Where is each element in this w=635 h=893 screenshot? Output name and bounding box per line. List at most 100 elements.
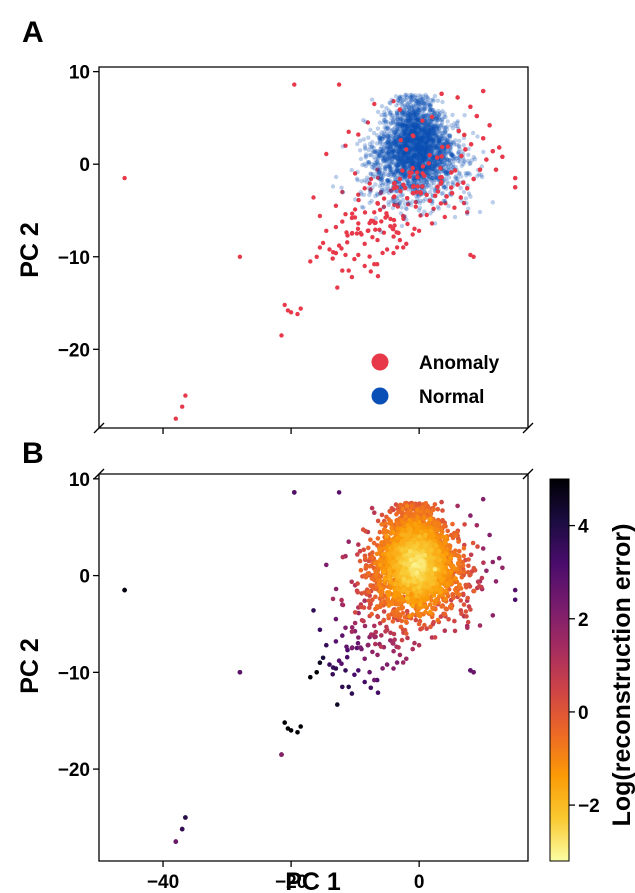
error-point	[390, 529, 396, 535]
normal-point	[434, 131, 439, 136]
normal-point	[392, 153, 397, 158]
normal-point	[431, 131, 437, 136]
error-point	[410, 603, 416, 609]
anomaly-point	[411, 183, 416, 189]
anomaly-point	[279, 333, 284, 338]
error-point	[373, 641, 378, 647]
anomaly-point	[410, 165, 415, 171]
error-point	[480, 546, 486, 551]
anomaly-point	[392, 202, 397, 207]
normal-point	[361, 137, 366, 142]
error-point	[417, 602, 423, 607]
normal-point	[418, 139, 423, 145]
normal-point	[428, 148, 433, 153]
normal-point	[464, 201, 469, 206]
normal-point	[399, 143, 404, 148]
normal-point	[407, 105, 412, 110]
error-point	[456, 553, 462, 559]
anomaly-point	[308, 259, 313, 264]
normal-point	[416, 145, 421, 151]
normal-point	[385, 126, 390, 131]
normal-point	[457, 170, 462, 176]
normal-point	[381, 145, 387, 150]
error-point	[410, 595, 415, 601]
normal-point	[393, 129, 399, 134]
error-point	[496, 555, 502, 561]
anomaly-point	[354, 231, 360, 236]
normal-point	[437, 141, 442, 146]
error-point	[441, 523, 447, 529]
anomaly-point	[484, 157, 489, 162]
anomaly-point	[398, 138, 403, 143]
normal-point	[420, 159, 426, 164]
error-point	[391, 631, 397, 637]
normal-point	[438, 148, 444, 154]
normal-point	[424, 129, 429, 134]
normal-point	[416, 101, 422, 107]
normal-point	[411, 146, 416, 151]
error-point	[402, 615, 408, 620]
error-point	[386, 552, 391, 557]
normal-point	[424, 118, 430, 123]
normal-point	[408, 115, 413, 120]
normal-point	[395, 158, 401, 164]
error-point	[398, 502, 403, 508]
normal-point	[405, 179, 410, 185]
error-point	[366, 589, 372, 595]
normal-point	[431, 141, 436, 146]
normal-point	[385, 126, 391, 131]
error-point	[324, 642, 329, 648]
normal-point	[390, 205, 396, 211]
normal-point	[406, 130, 411, 135]
error-point	[464, 614, 469, 619]
normal-point	[431, 146, 436, 151]
error-point	[475, 544, 480, 549]
anomaly-point	[350, 230, 355, 236]
normal-point	[381, 205, 386, 210]
normal-point	[404, 95, 410, 100]
normal-point	[393, 136, 399, 141]
normal-point	[434, 134, 439, 139]
panel-a-plot: 100−10−20 PC 2 Anomaly Normal	[16, 63, 534, 434]
normal-point	[397, 182, 403, 187]
normal-point	[415, 144, 421, 149]
error-point	[344, 644, 349, 650]
normal-point	[366, 135, 371, 140]
error-point	[439, 499, 444, 505]
normal-point	[402, 135, 408, 141]
anomaly-point	[426, 161, 431, 166]
error-point	[333, 586, 339, 592]
normal-point	[421, 114, 426, 119]
error-point	[355, 640, 361, 646]
normal-point	[440, 162, 446, 167]
normal-point	[417, 139, 423, 144]
anomaly-point	[427, 198, 433, 203]
normal-point	[430, 126, 435, 131]
error-point	[456, 539, 461, 544]
normal-point	[406, 159, 411, 165]
normal-point	[434, 136, 439, 141]
normal-point	[396, 123, 402, 129]
normal-point	[393, 155, 398, 160]
normal-point	[409, 98, 414, 104]
normal-point	[425, 156, 430, 161]
normal-point	[429, 122, 434, 127]
normal-point	[402, 151, 408, 157]
normal-point	[407, 135, 412, 140]
anomaly-point	[333, 224, 339, 230]
normal-point	[434, 113, 439, 119]
normal-point	[362, 162, 367, 167]
normal-point	[399, 193, 404, 198]
normal-point	[419, 134, 424, 139]
normal-point	[368, 127, 373, 133]
anomaly-point	[465, 186, 470, 191]
anomaly-point	[415, 184, 420, 189]
error-point	[349, 579, 355, 585]
error-point	[409, 503, 414, 509]
normal-point	[436, 206, 441, 211]
error-point	[463, 609, 469, 614]
normal-point	[417, 131, 422, 136]
normal-point	[416, 145, 422, 150]
error-point	[471, 588, 477, 594]
normal-point	[414, 129, 419, 134]
